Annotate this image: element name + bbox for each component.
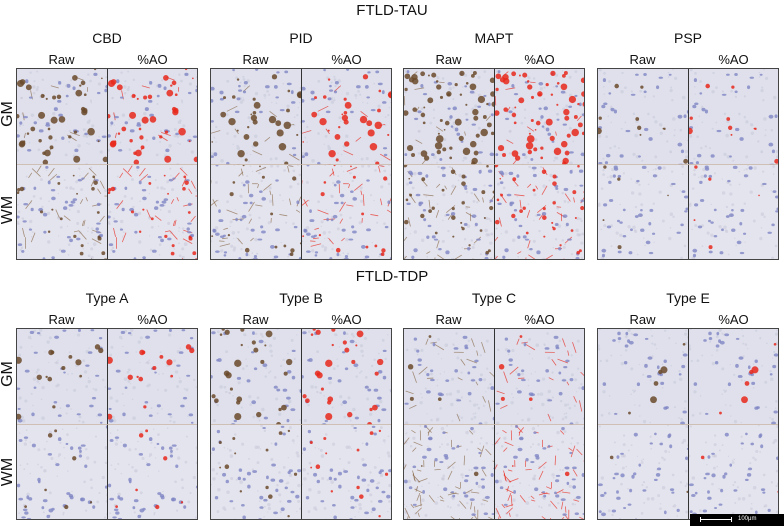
micrograph-gm-ao — [108, 69, 197, 165]
sub-label-ao: %AO — [524, 312, 555, 327]
panel-title-type-a: Type A — [85, 290, 129, 306]
sub-label-raw: Raw — [48, 52, 75, 67]
micrograph-wm-raw — [211, 425, 302, 519]
micrograph-wm-ao — [108, 425, 197, 519]
sub-label-raw: Raw — [242, 312, 269, 327]
panel-title-type-c: Type C — [471, 290, 517, 306]
panel-mapt — [403, 68, 585, 260]
micrograph-gm-raw — [404, 69, 495, 165]
panel-divider — [211, 424, 391, 425]
micrograph-gm-ao — [689, 329, 778, 425]
sub-label-ao: %AO — [137, 52, 168, 67]
sub-label-raw: Raw — [48, 312, 75, 327]
section-title-ftld-tau: FTLD-TAU — [356, 2, 428, 19]
micrograph-gm-ao — [495, 69, 584, 165]
micrograph-gm-raw — [598, 69, 689, 165]
micrograph-gm-raw — [17, 69, 108, 165]
scale-bar-line — [700, 517, 732, 522]
panel-divider — [598, 424, 778, 425]
panel-cbd — [16, 68, 198, 260]
micrograph-wm-raw — [211, 165, 302, 259]
sub-label-raw: Raw — [242, 52, 269, 67]
micrograph-wm-raw — [404, 165, 495, 259]
scale-bar: 100μm — [690, 514, 784, 526]
micrograph-wm-ao — [495, 425, 584, 519]
micrograph-gm-raw — [211, 329, 302, 425]
sub-label-ao: %AO — [718, 52, 749, 67]
micrograph-gm-ao — [108, 329, 197, 425]
micrograph-wm-raw — [17, 165, 108, 259]
scale-bar-label: 100μm — [738, 516, 757, 522]
micrograph-gm-raw — [211, 69, 302, 165]
panel-divider — [211, 164, 391, 165]
micrograph-wm-ao — [108, 165, 197, 259]
panel-type-b — [210, 328, 392, 520]
micrograph-wm-raw — [598, 425, 689, 519]
micrograph-gm-ao — [495, 329, 584, 425]
sub-label-ao: %AO — [331, 52, 362, 67]
panel-type-e — [597, 328, 779, 520]
sub-label-ao: %AO — [331, 312, 362, 327]
panel-title-type-e: Type E — [666, 290, 710, 306]
micrograph-gm-ao — [689, 69, 778, 165]
micrograph-wm-ao — [495, 165, 584, 259]
panel-psp — [597, 68, 779, 260]
panel-divider — [598, 164, 778, 165]
sub-label-raw: Raw — [435, 52, 462, 67]
micrograph-wm-raw — [598, 165, 689, 259]
panel-divider — [404, 424, 584, 425]
sub-label-ao: %AO — [718, 312, 749, 327]
panel-pid — [210, 68, 392, 260]
sub-label-ao: %AO — [524, 52, 555, 67]
sub-label-raw: Raw — [629, 312, 656, 327]
micrograph-wm-ao — [689, 425, 778, 519]
panel-divider — [17, 424, 197, 425]
micrograph-gm-raw — [598, 329, 689, 425]
micrograph-gm-raw — [17, 329, 108, 425]
micrograph-gm-ao — [302, 329, 391, 425]
panel-title-type-b: Type B — [279, 290, 323, 306]
micrograph-gm-ao — [302, 69, 391, 165]
panel-divider — [404, 164, 584, 165]
panel-title-pid: PID — [289, 30, 313, 46]
sub-label-raw: Raw — [629, 52, 656, 67]
micrograph-gm-raw — [404, 329, 495, 425]
micrograph-wm-ao — [302, 425, 391, 519]
sub-label-ao: %AO — [137, 312, 168, 327]
section-title-ftld-tdp: FTLD-TDP — [355, 268, 429, 285]
panel-title-mapt: MAPT — [474, 30, 514, 46]
micrograph-wm-raw — [17, 425, 108, 519]
micrograph-wm-ao — [689, 165, 778, 259]
micrograph-wm-raw — [404, 425, 495, 519]
panel-title-psp: PSP — [673, 30, 702, 46]
panel-divider — [17, 164, 197, 165]
sub-label-raw: Raw — [435, 312, 462, 327]
micrograph-wm-ao — [302, 165, 391, 259]
panel-title-cbd: CBD — [92, 30, 122, 46]
panel-type-a — [16, 328, 198, 520]
panel-type-c — [403, 328, 585, 520]
